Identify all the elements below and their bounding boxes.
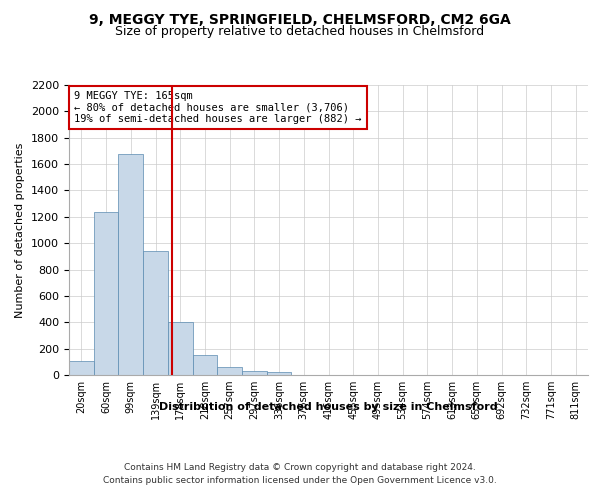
Bar [94, 212, 118, 375]
Bar [118, 154, 143, 375]
Bar [217, 367, 242, 375]
Bar [267, 372, 292, 375]
Y-axis label: Number of detached properties: Number of detached properties [16, 142, 25, 318]
Text: Distribution of detached houses by size in Chelmsford: Distribution of detached houses by size … [160, 402, 498, 412]
Text: Contains public sector information licensed under the Open Government Licence v3: Contains public sector information licen… [103, 476, 497, 485]
Bar [69, 361, 94, 375]
Text: Size of property relative to detached houses in Chelmsford: Size of property relative to detached ho… [115, 25, 485, 38]
Text: Contains HM Land Registry data © Crown copyright and database right 2024.: Contains HM Land Registry data © Crown c… [124, 462, 476, 471]
Bar [193, 356, 217, 375]
Text: 9 MEGGY TYE: 165sqm
← 80% of detached houses are smaller (3,706)
19% of semi-det: 9 MEGGY TYE: 165sqm ← 80% of detached ho… [74, 91, 362, 124]
Bar [168, 322, 193, 375]
Text: 9, MEGGY TYE, SPRINGFIELD, CHELMSFORD, CM2 6GA: 9, MEGGY TYE, SPRINGFIELD, CHELMSFORD, C… [89, 12, 511, 26]
Bar [143, 251, 168, 375]
Bar [242, 371, 267, 375]
